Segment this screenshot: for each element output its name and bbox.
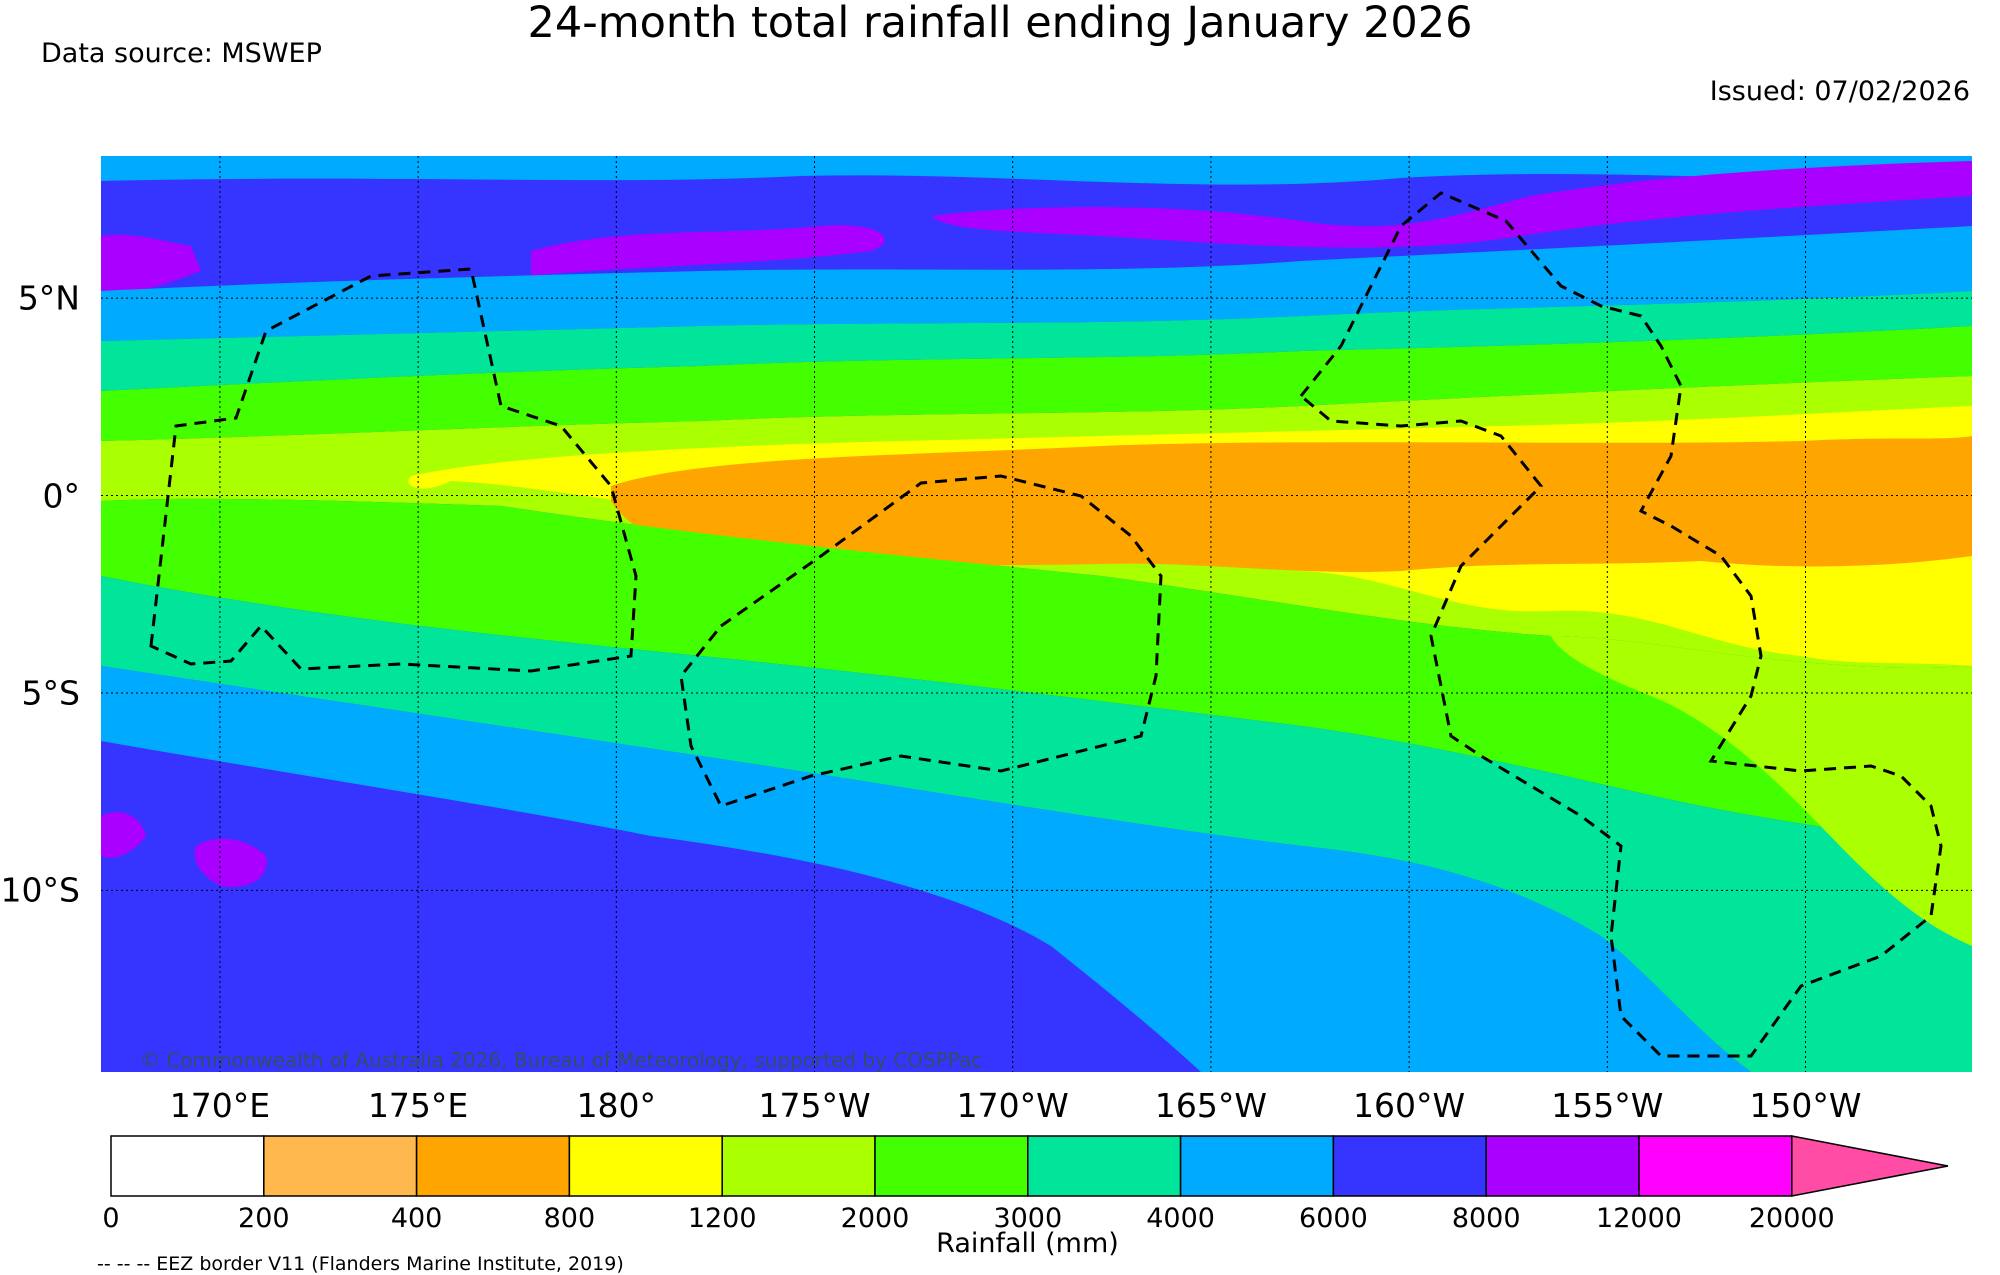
rain-band-3000-4000	[101, 291, 1972, 391]
rain-band-8000-12000-south	[101, 812, 267, 887]
colorbar-segment	[1485, 1135, 1640, 1197]
longitude-label: 170°W	[956, 1086, 1069, 1125]
map-title: 24-month total rainfall ending January 2…	[527, 0, 1473, 48]
colorbar	[110, 1135, 1950, 1197]
colorbar-segment	[874, 1135, 1029, 1197]
colorbar-tick-label: 200	[238, 1203, 290, 1234]
rainfall-map	[101, 156, 1972, 1072]
colorbar-segment	[721, 1135, 876, 1197]
colorbar-tick-label: 6000	[1299, 1203, 1368, 1234]
longitude-label: 165°W	[1154, 1086, 1267, 1125]
colorbar-tick-label: 3000	[993, 1203, 1063, 1234]
latitude-label: 0°	[42, 476, 81, 516]
rain-band-4000-6000-south	[101, 666, 1751, 1072]
data-source-label: Data source: MSWEP	[41, 38, 322, 69]
colorbar-segment	[263, 1135, 418, 1197]
longitude-label: 150°W	[1749, 1086, 1862, 1125]
longitude-label: 180°	[576, 1086, 657, 1125]
rain-band-4000-6000-north	[101, 156, 1972, 185]
latitude-label: 10°S	[0, 870, 80, 910]
latitude-label: 5°S	[21, 673, 80, 713]
colorbar-tick-label: 8000	[1451, 1203, 1521, 1234]
colorbar-segment	[110, 1135, 265, 1197]
colorbar-tick-label: 400	[390, 1203, 443, 1234]
rain-band-3000-4000-south	[101, 576, 1972, 1072]
colorbar-extend-arrow	[1791, 1135, 1949, 1197]
colorbar-tick-label: 4000	[1146, 1203, 1215, 1234]
rain-band-2000-3000	[101, 326, 1972, 441]
longitude-label: 170°E	[169, 1086, 271, 1125]
colorbar-tick-label: 20000	[1748, 1203, 1835, 1234]
colorbar-segment	[1332, 1135, 1487, 1197]
rain-band-8000-12000-north	[101, 161, 1972, 296]
colorbar-segment	[1027, 1135, 1182, 1197]
issued-date: Issued: 07/02/2026	[1709, 76, 1970, 107]
colorbar-tick-label: 0	[102, 1203, 120, 1234]
longitude-label: 175°W	[758, 1086, 871, 1125]
colorbar-tick-label: 12000	[1596, 1203, 1682, 1234]
rain-band-2000-3000-south	[101, 498, 1972, 856]
colorbar-tick-label: 2000	[840, 1203, 910, 1234]
latitude-label: 5°N	[17, 278, 80, 318]
rain-band-1200-2000-southeast	[1551, 636, 1972, 946]
rain-band-4000-6000	[101, 226, 1972, 341]
colorbar-unit-label: Rainfall (mm)	[936, 1228, 1119, 1259]
copyright-notice: © Commonwealth of Australia 2026, Bureau…	[140, 1048, 983, 1072]
rain-band-400-800	[611, 436, 1972, 573]
colorbar-segment	[568, 1135, 723, 1197]
colorbar-segment	[1179, 1135, 1335, 1197]
colorbar-tick-label: 800	[543, 1203, 596, 1234]
colorbar-segment	[1638, 1135, 1793, 1197]
longitude-label: 175°E	[367, 1086, 469, 1125]
longitude-label: 155°W	[1551, 1086, 1664, 1125]
eez-borders	[149, 191, 1943, 1058]
longitude-label: 160°W	[1353, 1086, 1466, 1125]
graticule	[101, 156, 1972, 1072]
colorbar-segment	[415, 1135, 571, 1197]
colorbar-tick-label: 1200	[687, 1203, 757, 1234]
eez-legend-note: -- -- -- EEZ border V11 (Flanders Marine…	[97, 1253, 624, 1275]
